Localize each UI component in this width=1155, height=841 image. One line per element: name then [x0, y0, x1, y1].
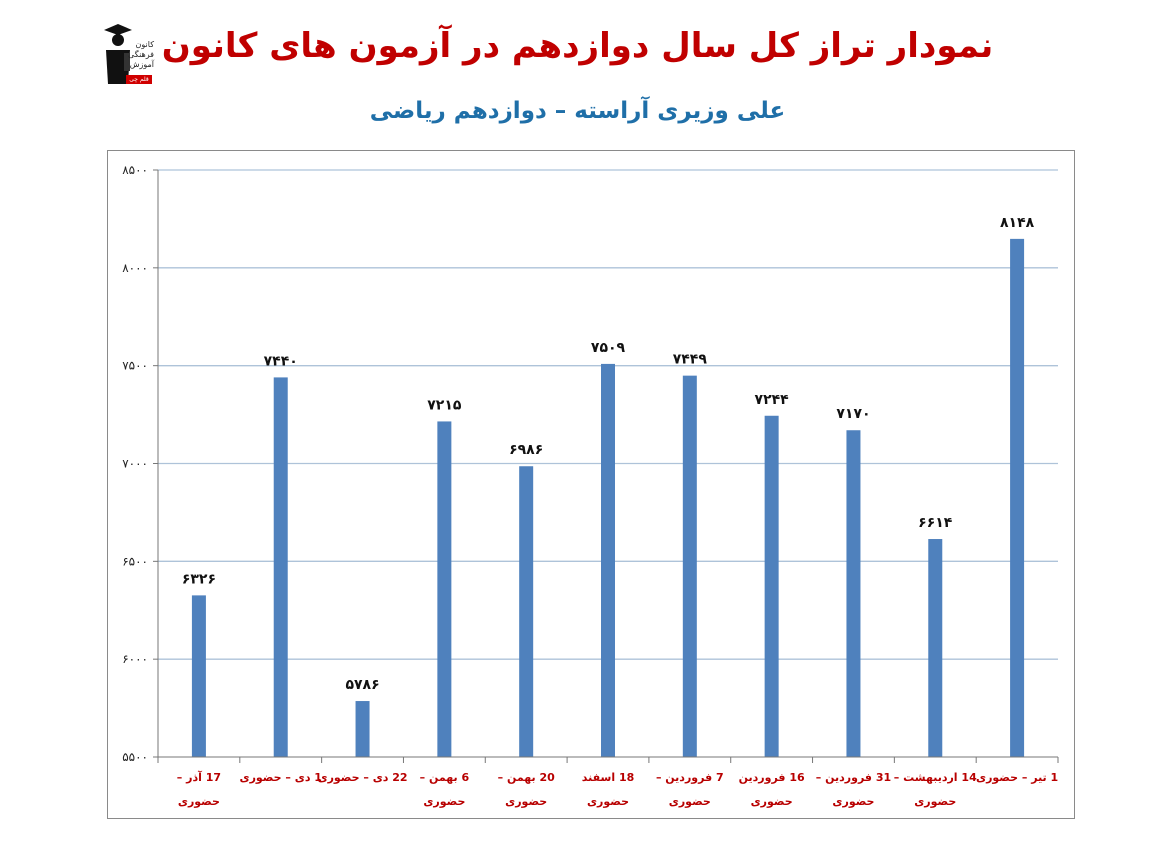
y-tick-label: ۶۰۰۰	[122, 652, 148, 666]
category-label: 7 فروردین –	[656, 771, 724, 784]
bar	[928, 539, 943, 757]
bar	[846, 430, 861, 757]
y-axis-ticks: ۵۵۰۰ ۶۰۰۰ ۶۵۰۰ ۷۰۰۰ ۷۵۰۰ ۸۰۰۰ ۸۵۰۰	[122, 163, 158, 764]
category-label: حضوری	[178, 795, 220, 808]
data-label: ۷۴۴۹	[673, 352, 708, 368]
bars	[191, 238, 1025, 758]
logo-text: کانون فرهنگی آموزش	[124, 40, 154, 70]
bar	[437, 421, 452, 757]
bar	[601, 363, 615, 757]
logo-text-line: آموزش	[129, 60, 154, 69]
category-label: حضوری	[914, 795, 956, 808]
category-label: 18 اسفند	[582, 771, 635, 784]
bar	[764, 415, 779, 757]
category-label: حضوری	[423, 795, 465, 808]
category-label: حضوری	[587, 795, 629, 808]
y-tick-label: ۷۵۰۰	[122, 359, 148, 373]
category-label: 6 بهمن –	[420, 771, 470, 784]
data-label: ۷۵۰۹	[591, 340, 626, 356]
y-tick-label: ۷۰۰۰	[122, 457, 148, 471]
kanoon-logo	[100, 20, 158, 86]
category-label: حضوری	[832, 795, 874, 808]
bar	[273, 377, 288, 757]
page-subtitle: علی وزیری آراسته – دوازدهم ریاضی	[369, 98, 786, 124]
data-label: ۵۷۸۶	[345, 677, 379, 693]
category-label: 31 فروردین –	[816, 771, 891, 784]
page-title: نمودار تراز کل سال دوازدهم در آزمون های …	[161, 26, 994, 66]
category-label: حضوری	[505, 795, 547, 808]
data-label: ۸۱۴۸	[1000, 215, 1035, 231]
data-label: ۶۶۱۴	[918, 515, 953, 531]
category-label: 1 تیر – حضوری	[976, 771, 1058, 784]
data-label: ۶۹۸۶	[509, 442, 543, 458]
bar	[355, 701, 370, 757]
category-label: 16 فروردین	[739, 771, 805, 784]
category-label: حضوری	[751, 795, 793, 808]
data-label: ۷۲۴۴	[755, 392, 790, 408]
data-labels: ۶۳۲۶ ۷۴۴۰ ۵۷۸۶ ۷۲۱۵ ۶۹۸۶ ۷۵۰۹ ۷۴۴۹ ۷۲۴۴ ۷۱۷۰ ۶۶۱۴…	[182, 215, 1035, 693]
y-tick-label: ۸۰۰۰	[122, 261, 148, 275]
y-tick-label: ۵۵۰۰	[122, 750, 148, 764]
data-label: ۶۳۲۶	[182, 571, 216, 587]
category-label: 20 بهمن –	[498, 771, 555, 784]
bar	[191, 595, 206, 757]
category-label: حضوری	[669, 795, 711, 808]
y-tick-label: ۶۵۰۰	[122, 554, 148, 568]
data-label: ۷۲۱۵	[427, 397, 462, 413]
y-tick-label: ۸۵۰۰	[122, 163, 148, 177]
bar	[1010, 238, 1025, 758]
logo-text-line: کانون	[135, 40, 154, 49]
bar	[519, 466, 534, 757]
bar	[682, 375, 697, 757]
category-label: 1 دی – حضوری	[240, 771, 322, 784]
category-label: 17 آذر –	[177, 770, 221, 784]
logo-badge: قلم چی	[126, 75, 152, 84]
category-label: 14 اردیبهشت –	[894, 771, 977, 784]
data-label: ۷۴۴۰	[264, 353, 298, 369]
axes	[157, 170, 1059, 763]
chart-frame	[107, 150, 1075, 819]
logo-text-line: فرهنگی	[128, 50, 154, 59]
data-label: ۷۱۷۰	[836, 406, 870, 422]
category-label: 22 دی – حضوری	[317, 771, 407, 784]
